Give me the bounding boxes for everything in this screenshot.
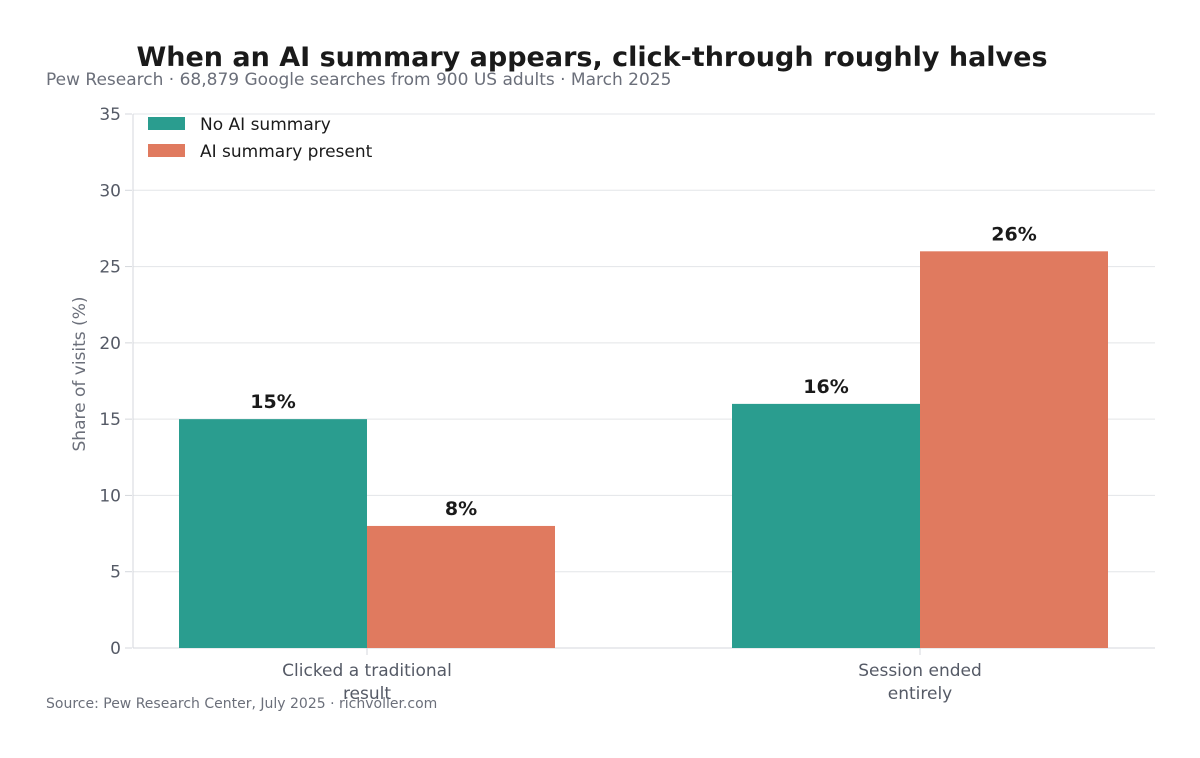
legend-label: AI summary present — [200, 142, 373, 162]
y-tick-label: 30 — [99, 181, 121, 201]
y-tick-label: 25 — [99, 258, 121, 278]
data-label: 16% — [803, 376, 848, 398]
y-axis-title: Share of visits (%) — [70, 297, 90, 452]
bars — [179, 251, 1108, 649]
x-category-label: result — [343, 684, 391, 704]
legend: No AI summary AI summary present — [148, 115, 373, 162]
x-category-label: Session ended — [858, 661, 982, 681]
x-category-label: Clicked a traditional — [282, 661, 452, 681]
y-tick-label: 15 — [99, 410, 121, 430]
data-label: 15% — [250, 391, 295, 413]
data-label: 26% — [991, 223, 1036, 245]
chart-title: When an AI summary appears, click-throug… — [136, 42, 1047, 73]
y-tick-label: 10 — [99, 486, 121, 506]
chart-subtitle: Pew Research · 68,879 Google searches fr… — [46, 70, 671, 90]
bar — [367, 525, 555, 648]
y-tick-label: 0 — [110, 639, 121, 659]
x-axis-categories: Clicked a traditional result Session ended… — [282, 648, 982, 704]
legend-swatch — [148, 144, 185, 157]
y-tick-label: 20 — [99, 334, 121, 354]
x-category-label: entirely — [888, 684, 952, 704]
data-labels: 15% 8% 16% 26% — [250, 223, 1036, 520]
legend-label: No AI summary — [200, 115, 331, 135]
bar — [920, 251, 1108, 649]
source-note: Source: Pew Research Center, July 2025 ·… — [46, 696, 437, 712]
data-label: 8% — [445, 498, 477, 520]
y-tick-label: 5 — [110, 563, 121, 583]
y-axis-ticks: 0 5 10 15 20 25 30 35 — [99, 105, 132, 659]
bar — [732, 403, 920, 648]
bar — [179, 419, 367, 648]
legend-swatch — [148, 117, 185, 130]
y-tick-label: 35 — [99, 105, 121, 125]
